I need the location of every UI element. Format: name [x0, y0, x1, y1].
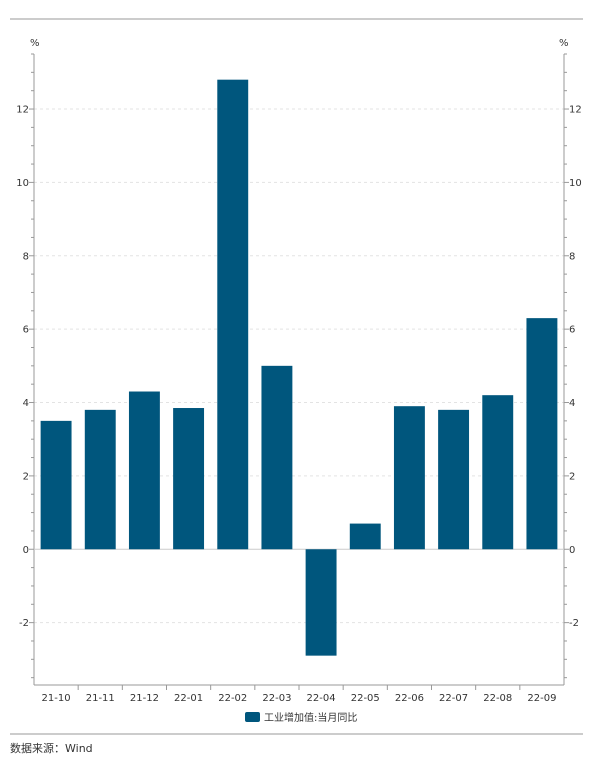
x-tick-label: 22-09 [527, 693, 556, 704]
bar [40, 420, 72, 550]
bar [217, 79, 249, 550]
x-tick-labels: 21-10 21-11 21-12 22-01 22-02 22-03 22-04 22-05… [42, 693, 557, 704]
x-tick-label: 22-06 [395, 693, 424, 704]
x-tick-label: 21-11 [86, 693, 115, 704]
bar [173, 408, 205, 550]
x-tick-label: 22-01 [174, 693, 203, 704]
y-tick-label-left: 2 [23, 471, 29, 482]
source-note: 数据来源：Wind [10, 742, 93, 755]
y-tick-label-right: 8 [569, 251, 575, 262]
y-tick-label-right: -2 [569, 618, 579, 629]
x-tick-label: 22-04 [307, 693, 336, 704]
bars [40, 79, 558, 656]
x-tick-label: 22-05 [351, 693, 380, 704]
bar [393, 406, 425, 550]
y-tick-label-left: 10 [16, 178, 29, 189]
y-axis-unit-right: % [559, 38, 569, 49]
y-tick-label-left: 12 [16, 105, 29, 116]
bar [349, 523, 381, 550]
y-tick-label-right: 12 [569, 105, 582, 116]
x-tick-label: 22-03 [262, 693, 291, 704]
x-tick-label: 21-10 [42, 693, 71, 704]
bar [261, 365, 293, 550]
axes [29, 53, 569, 690]
y-tick-label-left: 8 [23, 251, 29, 262]
x-tick-label: 21-12 [130, 693, 159, 704]
x-tick-label: 22-08 [483, 693, 512, 704]
bar [482, 395, 514, 550]
bar [438, 409, 470, 550]
bar [305, 549, 337, 656]
y-tick-label-left: 4 [23, 398, 29, 409]
y-tick-label-right: 10 [569, 178, 582, 189]
y-axis-unit-left: % [30, 38, 40, 49]
bar [84, 409, 116, 550]
y-tick-label-right: 4 [569, 398, 575, 409]
y-tick-label-right: 0 [569, 545, 575, 556]
x-tick-label: 22-02 [218, 693, 247, 704]
legend: 工业增加值:当月同比 [245, 711, 357, 724]
y-tick-label-left: 6 [23, 325, 29, 336]
y-tick-labels: -2 -2 0 0 2 2 4 4 6 6 8 8 10 10 12 12 [16, 105, 581, 630]
y-tick-label-right: 6 [569, 325, 575, 336]
x-tick-label: 22-07 [439, 693, 468, 704]
y-tick-label-left: 0 [23, 545, 29, 556]
y-tick-label-right: 2 [569, 471, 575, 482]
y-tick-label-left: -2 [19, 618, 29, 629]
gridlines [34, 108, 564, 624]
bar [128, 391, 160, 550]
bar [526, 318, 558, 550]
legend-label: 工业增加值:当月同比 [264, 711, 357, 724]
legend-swatch [245, 712, 260, 722]
